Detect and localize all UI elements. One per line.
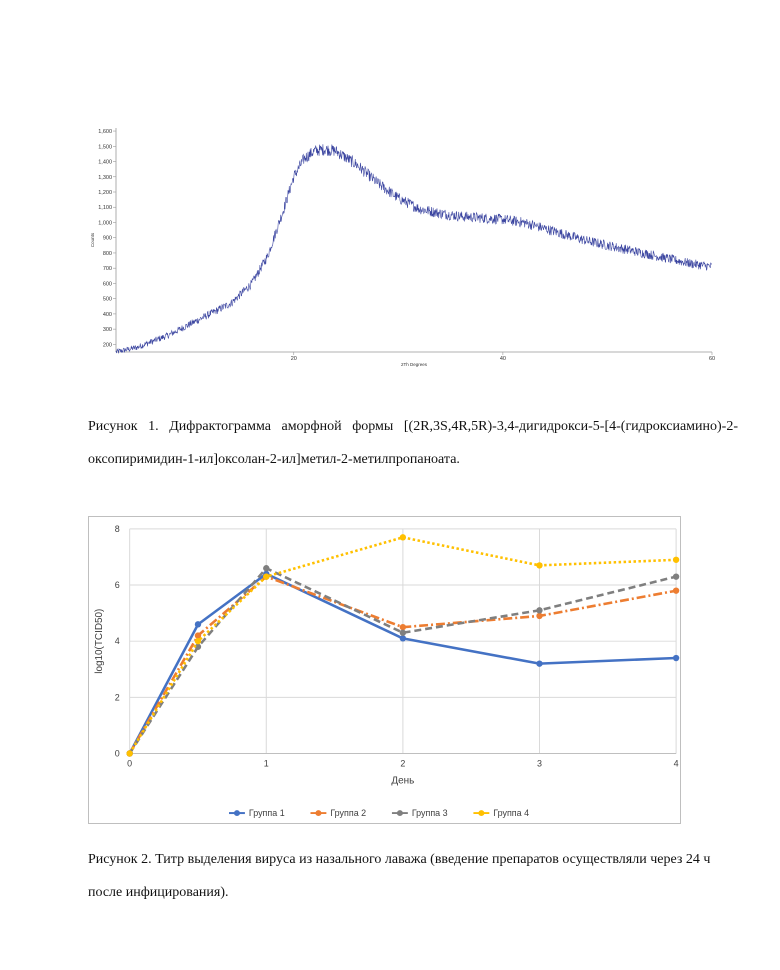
y-axis-title: Counts [90, 232, 95, 247]
x-tick-label: 60 [709, 356, 715, 362]
y-tick-label: 1,300 [98, 175, 112, 181]
virus-titer-chart-frame: 0 2 4 6 8 0 1 2 3 4 День log10(TCID50) Группа 1 Групп… [88, 516, 681, 824]
x-tick-label: 40 [500, 356, 506, 362]
data-point-group-3 [263, 565, 269, 571]
x-tick-label: 2 [400, 758, 405, 768]
y-tick-label: 700 [103, 266, 112, 272]
figure2-caption: Рисунок 2. Титр выделения вируса из наза… [88, 843, 738, 909]
x-tick-label: 3 [537, 758, 542, 768]
legend-label: Группа 4 [493, 808, 529, 818]
data-point-group-2 [400, 624, 406, 630]
y-tick-label: 4 [115, 636, 120, 646]
x-tick-label: 4 [674, 758, 679, 768]
x-tick-label: 1 [264, 758, 269, 768]
data-point-group-1 [400, 635, 406, 641]
data-point-group-1 [195, 621, 201, 627]
x-axis-title: День [391, 775, 414, 786]
figure1-caption: Рисунок 1. Дифрактограмма аморфной формы… [88, 410, 738, 476]
data-point-group-1 [536, 660, 542, 666]
y-tick-label: 6 [115, 580, 120, 590]
y-tick-label: 400 [103, 312, 112, 318]
y-tick-label: 200 [103, 342, 112, 348]
y-tick-label: 1,100 [98, 205, 112, 211]
data-point-group-4 [400, 534, 406, 540]
x-tick-label: 0 [127, 758, 132, 768]
legend-swatch-marker [234, 810, 240, 816]
y-axis-title: log10(TCID50) [94, 609, 105, 674]
legend-swatch-marker [397, 810, 403, 816]
y-tick-label: 1,200 [98, 190, 112, 196]
legend-swatch-marker [478, 810, 484, 816]
x-tick-label: 20 [291, 356, 297, 362]
data-point-group-2 [673, 587, 679, 593]
y-tick-label: 600 [103, 281, 112, 287]
y-tick-label: 1,400 [98, 160, 112, 166]
data-point-group-3 [673, 573, 679, 579]
diffraction-pattern-line [116, 144, 712, 353]
data-point-group-3 [536, 607, 542, 613]
y-tick-label: 1,600 [98, 129, 112, 135]
y-tick-label: 1,500 [98, 144, 112, 150]
data-point-group-4 [536, 562, 542, 568]
y-tick-label: 1,000 [98, 220, 112, 226]
legend-label: Группа 2 [330, 808, 366, 818]
y-tick-label: 500 [103, 297, 112, 303]
data-point-group-4 [126, 750, 132, 756]
data-point-group-3 [400, 630, 406, 636]
data-point-group-2 [536, 613, 542, 619]
legend-swatch-marker [315, 810, 321, 816]
data-point-group-4 [263, 573, 269, 579]
y-tick-label: 8 [115, 524, 120, 534]
y-tick-label: 0 [115, 748, 120, 758]
y-tick-label: 800 [103, 251, 112, 257]
legend-label: Группа 1 [249, 808, 285, 818]
virus-titer-chart: 0 2 4 6 8 0 1 2 3 4 День log10(TCID50) Группа 1 Групп… [89, 517, 680, 823]
legend-label: Группа 3 [412, 808, 448, 818]
y-tick-label: 2 [115, 692, 120, 702]
data-point-group-4 [673, 557, 679, 563]
data-point-group-4 [195, 638, 201, 644]
x-axis-title: 2Th Degrees [401, 362, 428, 367]
diffractogram-chart: 200 300 400 500 600 700 800 900 1,000 1,100 1,200 1… [80, 120, 720, 380]
y-tick-label: 300 [103, 327, 112, 333]
data-point-group-1 [673, 655, 679, 661]
y-tick-label: 900 [103, 236, 112, 242]
